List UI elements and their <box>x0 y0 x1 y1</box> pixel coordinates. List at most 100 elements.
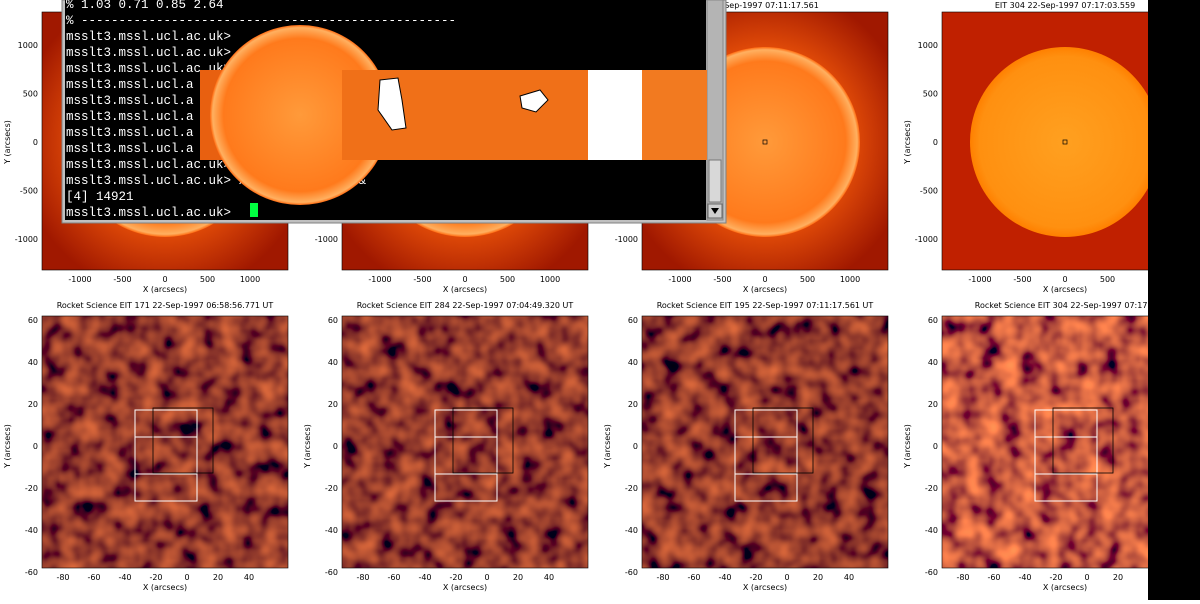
x-tick-label: 1000 <box>540 275 560 284</box>
sun-disk <box>970 47 1160 237</box>
x-tick-label: 0 <box>1062 275 1067 284</box>
x-tick-label: 500 <box>200 275 215 284</box>
x-tick-label: -1000 <box>68 275 91 284</box>
y-tick-label: 20 <box>628 400 638 409</box>
x-axis-label: X (arcsecs) <box>443 583 487 592</box>
box-marker <box>762 139 768 145</box>
y-axis-label: Y (arcsecs) <box>3 120 12 165</box>
x-tick-label: -40 <box>418 573 431 582</box>
y-axis-label: Y (arcsecs) <box>303 424 312 469</box>
x-tick-label: 1000 <box>240 275 260 284</box>
slit-box <box>134 409 198 502</box>
y-tick-label: 40 <box>628 358 638 367</box>
y-tick-label: -1000 <box>315 235 338 244</box>
terminal-window[interactable]: % 1.03 0.71 0.85 2.64 % -----------------… <box>61 0 727 224</box>
terminal-line: msslt3.mssl.ucl.ac.uk> <box>66 46 231 60</box>
raster-box <box>1052 407 1114 474</box>
y-tick-label: 40 <box>328 358 338 367</box>
y-axis-label: Y (arcsecs) <box>3 424 12 469</box>
x-tick-label: 20 <box>513 573 523 582</box>
y-tick-label: 20 <box>928 400 938 409</box>
x-axis-label: X (arcsecs) <box>143 285 187 294</box>
terminal-line: [4] 14921 <box>66 190 134 204</box>
y-tick-label: 40 <box>28 358 38 367</box>
x-axis-label: X (arcsecs) <box>743 285 787 294</box>
image-texture <box>342 316 588 568</box>
y-tick-label: -40 <box>325 526 338 535</box>
x-tick-label: 0 <box>462 275 467 284</box>
panel-title: 22-Sep-1997 07:11:17.561 <box>711 1 819 10</box>
x-tick-label: 0 <box>162 275 167 284</box>
x-tick-label: -60 <box>687 573 700 582</box>
slit-box <box>434 409 498 502</box>
y-axis-label: Y (arcsecs) <box>603 424 612 469</box>
x-axis-label: X (arcsecs) <box>443 285 487 294</box>
y-tick-label: -40 <box>925 526 938 535</box>
x-tick-label: 0 <box>1084 573 1089 582</box>
panel-title: EIT 304 22-Sep-1997 07:17:03.559 <box>995 1 1135 10</box>
y-tick-label: 500 <box>923 90 938 99</box>
terminal-line: msslt3.mssl.ucl.ac.uk> <box>66 206 231 220</box>
x-tick-label: 1000 <box>840 275 860 284</box>
terminal-line: msslt3.mssl.ucl.a <box>66 126 194 140</box>
y-tick-label: 1000 <box>918 41 938 50</box>
panel-title: Rocket Science EIT 284 22-Sep-1997 07:04… <box>357 301 574 310</box>
image-windows <box>200 25 707 205</box>
x-tick-label: -1000 <box>368 275 391 284</box>
x-tick-label: -80 <box>56 573 69 582</box>
y-tick-label: 20 <box>28 400 38 409</box>
image-texture <box>642 316 888 568</box>
x-tick-label: -60 <box>87 573 100 582</box>
x-tick-label: -60 <box>987 573 1000 582</box>
arrow-icon <box>711 208 719 214</box>
panel-title: Rocket Science EIT 304 22-Sep-1997 07:17… <box>975 301 1155 310</box>
plot-frame <box>641 315 889 569</box>
x-tick-label: -40 <box>718 573 731 582</box>
x-tick-label: -500 <box>1013 275 1031 284</box>
y-tick-label: -500 <box>920 187 938 196</box>
x-tick-label: 40 <box>244 573 254 582</box>
x-tick-label: -500 <box>413 275 431 284</box>
y-tick-label: -40 <box>625 526 638 535</box>
x-axis-label: X (arcsecs) <box>1043 583 1087 592</box>
y-tick-label: 60 <box>328 316 338 325</box>
y-tick-label: 0 <box>33 138 38 147</box>
image-thumb <box>342 70 588 160</box>
y-tick-label: 1000 <box>18 41 38 50</box>
x-tick-label: 40 <box>544 573 554 582</box>
panel-title: Rocket Science EIT 195 22-Sep-1997 07:11… <box>657 301 874 310</box>
y-tick-label: -1000 <box>615 235 638 244</box>
y-axis-label: Y (arcsecs) <box>903 424 912 469</box>
contour <box>377 77 407 131</box>
y-tick-label: 0 <box>933 442 938 451</box>
y-tick-label: -20 <box>325 484 338 493</box>
terminal-line: msslt3.mssl.ucl.ac.uk> <box>66 62 231 76</box>
terminal-line: % --------------------------------------… <box>66 14 456 28</box>
x-tick-label: -80 <box>956 573 969 582</box>
y-tick-label: -60 <box>25 568 38 577</box>
x-tick-label: -40 <box>118 573 131 582</box>
x-tick-label: -80 <box>356 573 369 582</box>
scroll-thumb[interactable] <box>708 159 722 203</box>
y-tick-label: 20 <box>328 400 338 409</box>
x-tick-label: -1000 <box>668 275 691 284</box>
solar-panel: EIT 304 22-Sep-1997 07:17:03.559 -1000 -50… <box>903 1 1189 294</box>
contour <box>519 89 549 113</box>
x-tick-label: 40 <box>844 573 854 582</box>
x-tick-label: -500 <box>713 275 731 284</box>
terminal-line: msslt3.mssl.ucl.a <box>66 94 194 108</box>
y-tick-label: -60 <box>925 568 938 577</box>
plot-frame <box>41 315 289 569</box>
x-tick-label: -20 <box>149 573 162 582</box>
x-tick-label: -80 <box>656 573 669 582</box>
x-tick-label: 500 <box>500 275 515 284</box>
y-tick-label: 60 <box>628 316 638 325</box>
plot-frame <box>341 315 589 569</box>
zoom-panel: Rocket Science EIT 304 22-Sep-1997 07:17… <box>903 301 1189 592</box>
x-tick-label: 20 <box>813 573 823 582</box>
terminal-line: msslt3.mssl.ucl.ac.uk> <box>66 30 231 44</box>
y-tick-label: -40 <box>25 526 38 535</box>
raster-box <box>752 407 814 474</box>
x-tick-label: 0 <box>784 573 789 582</box>
raster-box <box>452 407 514 474</box>
